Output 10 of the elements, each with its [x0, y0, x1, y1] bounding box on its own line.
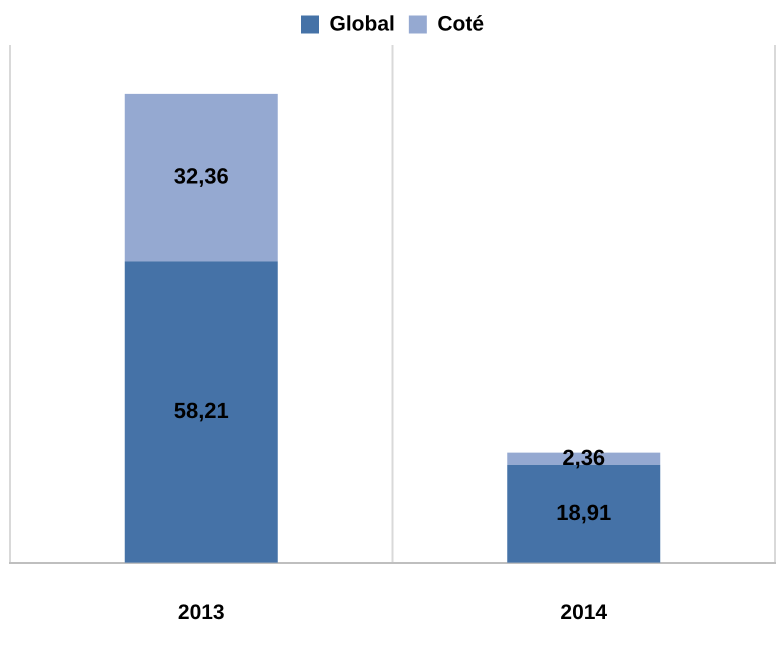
legend-label: Global — [330, 12, 395, 36]
data-label: 2,36 — [562, 444, 606, 470]
bar — [124, 261, 278, 563]
x-tick-label: 2014 — [560, 601, 608, 624]
data-label: 58,21 — [174, 398, 229, 424]
data-label: 18,91 — [556, 500, 612, 525]
bar — [124, 94, 278, 262]
x-tick-label: 2013 — [178, 601, 225, 624]
legend-label: Coté — [437, 12, 484, 36]
data-label: 32,36 — [174, 164, 229, 189]
